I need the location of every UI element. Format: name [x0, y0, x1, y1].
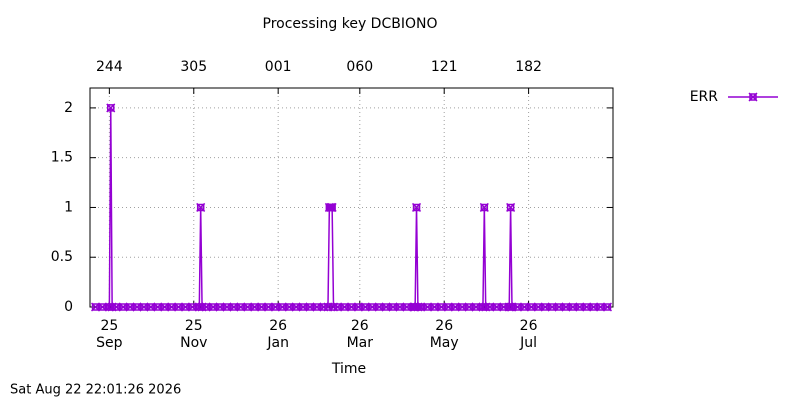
point-marker: [298, 302, 308, 312]
point-marker: [174, 302, 184, 312]
point-marker: [589, 302, 599, 312]
y-tick-label: 1.5: [51, 150, 73, 166]
point-marker: [402, 302, 412, 312]
point-marker: [513, 302, 523, 312]
x-tick-label: 26 Mar: [347, 318, 374, 351]
point-marker: [540, 302, 550, 312]
point-marker: [229, 302, 239, 312]
point-marker: [388, 302, 398, 312]
point-marker: [479, 202, 489, 212]
point-marker: [582, 302, 592, 312]
point-marker: [346, 302, 357, 312]
point-marker: [91, 302, 101, 312]
point-marker: [381, 302, 391, 312]
point-marker: [277, 302, 287, 312]
point-marker: [443, 302, 453, 312]
point-marker: [263, 302, 274, 312]
point-marker: [125, 302, 135, 312]
point-marker: [436, 302, 446, 312]
point-marker: [457, 302, 467, 312]
point-marker: [485, 302, 495, 312]
x2-tick-label: 060: [346, 59, 373, 75]
point-marker: [208, 302, 218, 312]
chart-title: Processing key DCBIONO: [263, 16, 438, 32]
point-marker: [340, 302, 350, 312]
point-marker: [602, 302, 612, 312]
point-marker: [153, 302, 163, 312]
point-marker: [312, 302, 322, 312]
point-marker: [519, 302, 529, 312]
point-marker: [270, 302, 280, 312]
point-marker: [118, 302, 128, 312]
point-marker: [547, 302, 557, 312]
point-marker: [450, 302, 460, 312]
point-marker: [222, 302, 232, 312]
x-tick-label: 26 Jan: [266, 318, 289, 351]
x-tick-label: 26 May: [430, 318, 459, 351]
legend-marker: [748, 92, 758, 102]
point-marker: [471, 302, 481, 312]
point-marker: [257, 302, 267, 312]
x-axis-label: Time: [331, 361, 366, 377]
point-marker: [236, 302, 246, 312]
x-tick-label: 25 Sep: [96, 318, 123, 351]
point-marker: [180, 302, 190, 312]
point-marker: [187, 302, 197, 312]
point-marker: [533, 302, 543, 312]
point-marker: [160, 302, 170, 312]
y-tick-label: 1: [64, 199, 73, 215]
point-marker: [411, 202, 422, 212]
point-marker: [97, 302, 107, 312]
point-marker: [305, 302, 315, 312]
point-marker: [291, 302, 301, 312]
point-marker: [492, 302, 502, 312]
legend-label: ERR: [690, 89, 719, 105]
point-marker: [139, 302, 149, 312]
x2-tick-label: 121: [431, 59, 458, 75]
point-marker: [596, 302, 606, 312]
point-marker: [367, 302, 377, 312]
point-marker: [327, 202, 337, 212]
point-marker: [568, 302, 578, 312]
point-marker: [423, 302, 433, 312]
point-marker: [201, 302, 211, 312]
y-tick-label: 0.5: [51, 249, 73, 265]
x2-tick-label: 001: [265, 59, 292, 75]
point-marker: [146, 302, 156, 312]
point-marker: [167, 302, 177, 312]
point-marker: [506, 202, 516, 212]
point-marker: [374, 302, 384, 312]
point-marker: [106, 103, 116, 113]
point-marker: [554, 302, 564, 312]
point-marker: [333, 302, 343, 312]
point-marker: [215, 302, 225, 312]
point-marker: [353, 302, 363, 312]
point-marker: [250, 302, 260, 312]
point-marker: [111, 302, 121, 312]
x-tick-label: 26 Jul: [519, 318, 537, 351]
point-marker: [526, 302, 536, 312]
point-marker: [429, 302, 440, 312]
y-tick-label: 2: [64, 100, 73, 116]
point-marker: [464, 302, 474, 312]
point-marker: [284, 302, 294, 312]
timestamp: Sat Aug 22 22:01:26 2026: [10, 383, 181, 398]
point-marker: [416, 302, 426, 312]
plot-frame: [89, 87, 614, 308]
y-tick-label: 0: [64, 299, 73, 315]
x-tick-label: 25 Nov: [180, 318, 207, 351]
point-marker: [575, 302, 585, 312]
point-marker: [132, 302, 142, 312]
point-marker: [395, 302, 405, 312]
x2-tick-label: 244: [96, 59, 123, 75]
x2-tick-label: 182: [515, 59, 542, 75]
point-marker: [561, 302, 571, 312]
point-marker: [196, 202, 206, 212]
x2-tick-label: 305: [180, 59, 207, 75]
point-marker: [243, 302, 253, 312]
point-marker: [360, 302, 370, 312]
